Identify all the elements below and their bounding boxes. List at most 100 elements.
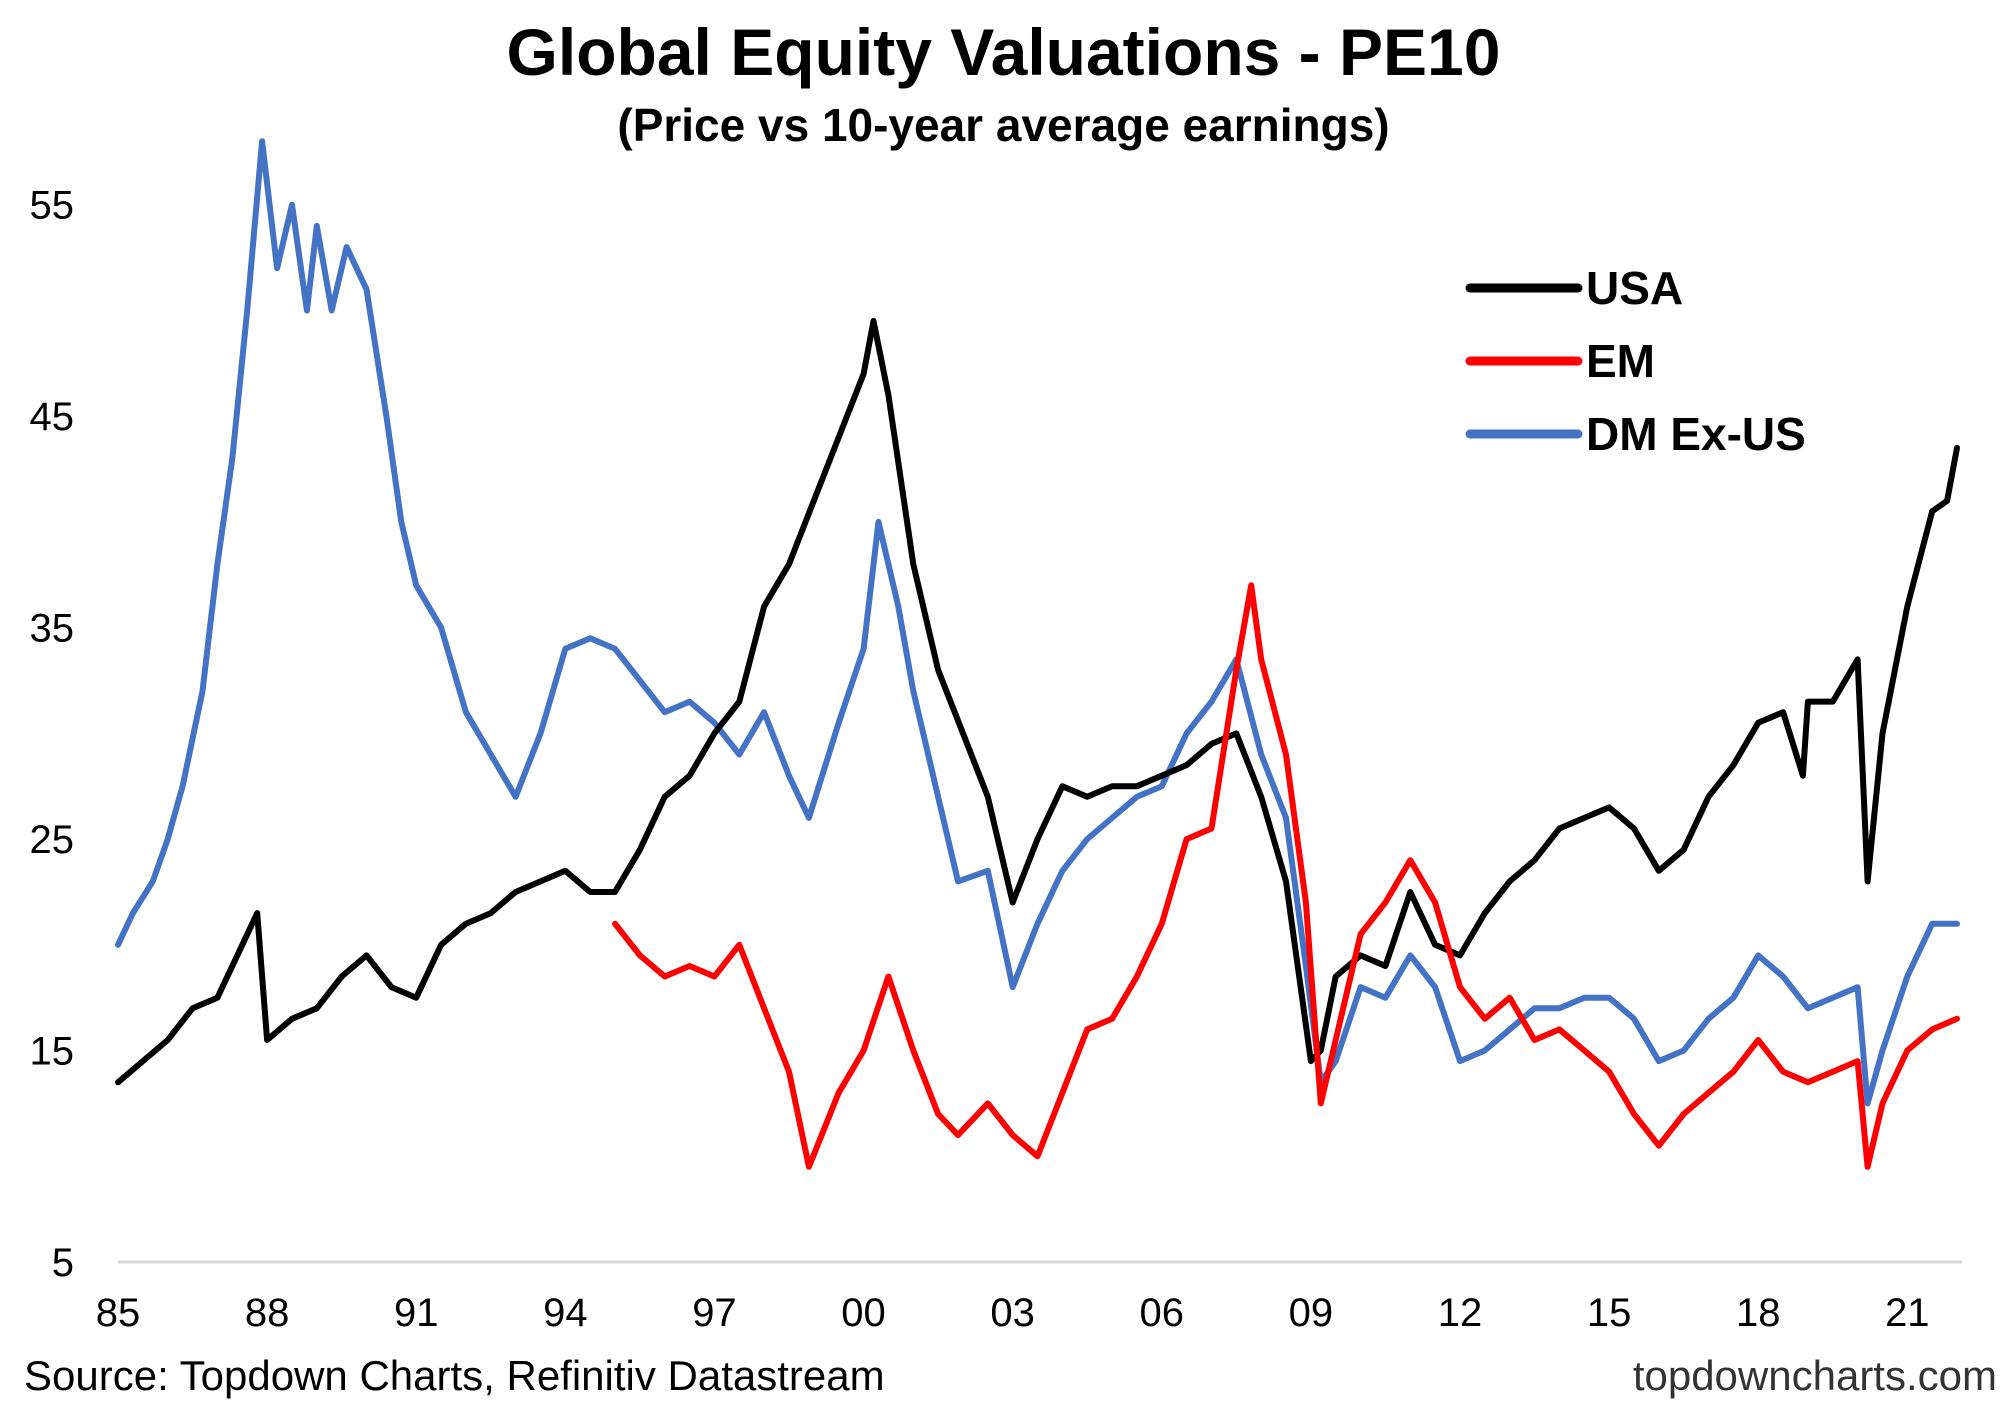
data-point	[463, 921, 469, 927]
series-line-em	[612, 582, 1960, 1170]
data-point	[1407, 889, 1413, 895]
data-point	[150, 878, 156, 884]
data-point	[314, 1005, 320, 1011]
data-point	[289, 202, 295, 208]
data-point	[1631, 1016, 1637, 1022]
data-point	[836, 434, 842, 440]
data-point	[538, 730, 543, 736]
data-point	[1283, 815, 1289, 821]
data-point	[1855, 656, 1861, 662]
data-point	[1184, 836, 1190, 842]
website-credit: topdowncharts.com	[1632, 1352, 1997, 1399]
data-point	[935, 667, 941, 673]
data-point	[895, 604, 901, 609]
data-point	[1880, 1048, 1885, 1053]
x-tick-label: 12	[1438, 1291, 1483, 1335]
data-point	[1159, 773, 1165, 779]
data-point	[711, 974, 717, 979]
data-point	[115, 942, 121, 948]
data-point	[861, 371, 867, 377]
data-point	[1209, 699, 1214, 705]
data-point	[1407, 952, 1413, 958]
data-point	[1865, 1164, 1871, 1170]
data-point	[1432, 984, 1438, 990]
data-point	[1159, 783, 1165, 789]
data-point	[289, 1016, 295, 1022]
data-point	[736, 752, 742, 757]
data-point	[1805, 1005, 1811, 1011]
data-point	[1681, 847, 1687, 853]
data-point	[1035, 921, 1040, 927]
data-point	[1482, 1016, 1488, 1022]
data-point	[130, 910, 136, 916]
data-point	[1865, 1100, 1871, 1106]
data-point	[1507, 995, 1513, 1001]
data-point	[806, 815, 812, 821]
data-point	[1755, 720, 1761, 726]
data-point	[1606, 804, 1612, 810]
data-point	[1432, 900, 1438, 905]
data-point	[1507, 878, 1513, 884]
data-point	[1010, 984, 1016, 990]
data-point	[1556, 1005, 1562, 1011]
data-point	[1407, 857, 1413, 863]
x-tick-label: 15	[1587, 1291, 1632, 1335]
data-point	[1855, 984, 1861, 990]
data-point	[1681, 1048, 1687, 1053]
data-point	[1954, 1016, 1960, 1022]
data-point	[488, 752, 494, 757]
data-point	[1681, 1111, 1687, 1117]
data-point	[910, 1048, 916, 1053]
data-point	[1904, 1048, 1910, 1053]
data-point	[388, 984, 394, 990]
data-point	[736, 942, 742, 948]
data-point	[1035, 836, 1040, 842]
data-point	[304, 308, 310, 313]
data-point	[1358, 984, 1364, 990]
data-point	[1457, 984, 1463, 990]
data-point	[736, 699, 742, 705]
data-point	[612, 646, 618, 652]
data-point	[687, 963, 693, 969]
data-point	[1482, 910, 1488, 916]
data-point	[314, 223, 320, 229]
data-point	[513, 794, 519, 800]
data-point	[1730, 995, 1736, 1001]
data-point	[1606, 1069, 1612, 1075]
data-point	[1929, 508, 1935, 514]
data-point	[836, 1090, 842, 1096]
data-point	[761, 1005, 767, 1011]
data-point	[1730, 1069, 1736, 1075]
data-point	[1656, 1143, 1662, 1149]
data-point	[1209, 741, 1214, 747]
data-point	[1805, 1079, 1811, 1085]
data-point	[274, 265, 280, 271]
data-point	[1532, 1037, 1537, 1043]
data-point	[876, 519, 881, 525]
data-point	[687, 773, 693, 779]
data-point	[1184, 762, 1190, 768]
data-point	[612, 921, 618, 927]
data-point	[364, 952, 369, 958]
data-point	[1084, 836, 1090, 842]
chart-subtitle: (Price vs 10-year average earnings)	[617, 99, 1390, 151]
data-point	[214, 561, 220, 567]
data-point	[1755, 1037, 1761, 1043]
data-point	[1532, 857, 1537, 863]
data-point	[1382, 995, 1388, 1001]
data-point	[364, 286, 369, 292]
data-point	[329, 308, 335, 313]
data-point	[259, 138, 265, 144]
data-point	[1904, 604, 1910, 609]
data-point	[438, 625, 444, 631]
x-tick-label: 09	[1289, 1291, 1334, 1335]
data-point	[165, 836, 171, 842]
data-point	[1830, 995, 1836, 1001]
x-tick-label: 88	[245, 1291, 290, 1335]
data-point	[1318, 1100, 1324, 1106]
data-point	[1333, 1058, 1339, 1064]
data-point	[1581, 815, 1587, 821]
data-point	[637, 847, 643, 853]
data-point	[1929, 921, 1935, 927]
data-point	[1755, 952, 1761, 958]
